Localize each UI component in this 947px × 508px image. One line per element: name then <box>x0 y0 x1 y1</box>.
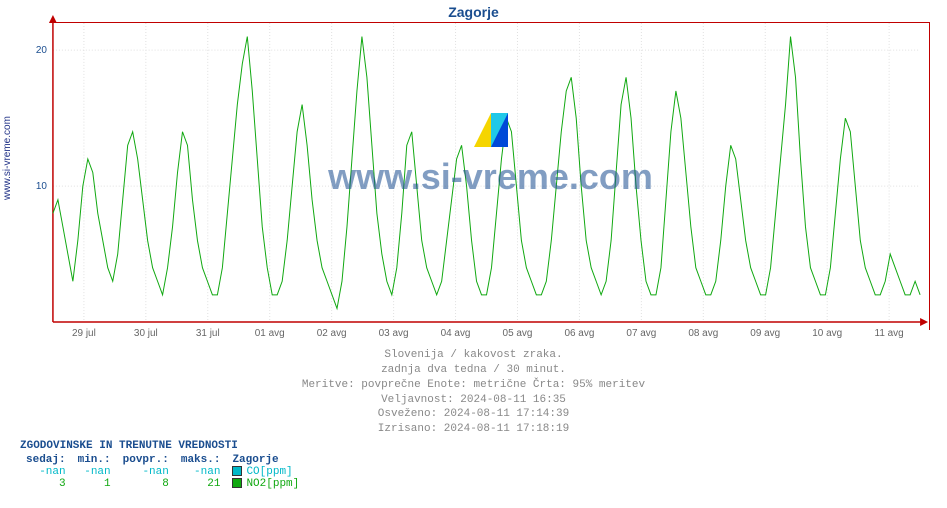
legend-cell-max: 21 <box>175 478 227 490</box>
legend-cell-series: CO[ppm] <box>226 466 305 478</box>
legend-cell-min: -nan <box>72 466 117 478</box>
legend-series-label: CO[ppm] <box>246 466 292 478</box>
legend-cell-min: 1 <box>72 478 117 490</box>
legend-cell-avg: -nan <box>117 466 175 478</box>
meta-line-2: zadnja dva tedna / 30 minut. <box>0 363 947 378</box>
svg-text:03 avg: 03 avg <box>379 328 409 339</box>
legend-row: 31821 NO2[ppm] <box>20 478 305 490</box>
svg-text:09 avg: 09 avg <box>750 328 780 339</box>
legend-header-row: sedaj: min.: povpr.: maks.: Zagorje <box>20 454 305 466</box>
meta-block: Slovenija / kakovost zraka. zadnja dva t… <box>0 348 947 437</box>
legend-swatch <box>232 466 242 476</box>
meta-line-3: Meritve: povprečne Enote: metrične Črta:… <box>0 378 947 393</box>
legend-table: sedaj: min.: povpr.: maks.: Zagorje -nan… <box>20 454 305 490</box>
svg-text:30 jul: 30 jul <box>134 328 158 339</box>
svg-text:10 avg: 10 avg <box>812 328 842 339</box>
legend-block: ZGODOVINSKE IN TRENUTNE VREDNOSTI sedaj:… <box>20 440 305 490</box>
legend-swatch <box>232 478 242 488</box>
legend-col-now: sedaj: <box>20 454 72 466</box>
svg-text:11 avg: 11 avg <box>875 328 904 339</box>
chart-svg: 102029 jul30 jul31 jul01 avg02 avg03 avg… <box>52 23 929 330</box>
legend-col-name: Zagorje <box>226 454 305 466</box>
legend-row: -nan-nan-nan-nanCO[ppm] <box>20 466 305 478</box>
svg-text:29 jul: 29 jul <box>72 328 96 339</box>
legend-col-avg: povpr.: <box>117 454 175 466</box>
svg-text:02 avg: 02 avg <box>317 328 347 339</box>
legend-cell-now: 3 <box>20 478 72 490</box>
legend-cell-series: NO2[ppm] <box>226 478 305 490</box>
legend-series-label: NO2[ppm] <box>246 478 299 490</box>
legend-cell-now: -nan <box>20 466 72 478</box>
svg-text:07 avg: 07 avg <box>626 328 656 339</box>
chart-area: 102029 jul30 jul31 jul01 avg02 avg03 avg… <box>52 22 930 330</box>
legend-col-max: maks.: <box>175 454 227 466</box>
chart-title: Zagorje <box>0 0 947 20</box>
meta-line-4: Veljavnost: 2024-08-11 16:35 <box>0 393 947 408</box>
legend-title: ZGODOVINSKE IN TRENUTNE VREDNOSTI <box>20 440 305 454</box>
svg-text:05 avg: 05 avg <box>503 328 533 339</box>
meta-line-1: Slovenija / kakovost zraka. <box>0 348 947 363</box>
legend-cell-avg: 8 <box>117 478 175 490</box>
legend-cell-max: -nan <box>175 466 227 478</box>
svg-text:04 avg: 04 avg <box>441 328 471 339</box>
svg-text:31 jul: 31 jul <box>196 328 220 339</box>
site-url-vertical: www.si-vreme.com <box>2 116 13 200</box>
svg-text:20: 20 <box>36 45 48 56</box>
svg-text:10: 10 <box>36 181 48 192</box>
svg-text:01 avg: 01 avg <box>255 328 285 339</box>
meta-line-6: Izrisano: 2024-08-11 17:18:19 <box>0 422 947 437</box>
svg-text:06 avg: 06 avg <box>564 328 594 339</box>
svg-text:08 avg: 08 avg <box>688 328 718 339</box>
meta-line-5: Osveženo: 2024-08-11 17:14:39 <box>0 407 947 422</box>
legend-col-min: min.: <box>72 454 117 466</box>
